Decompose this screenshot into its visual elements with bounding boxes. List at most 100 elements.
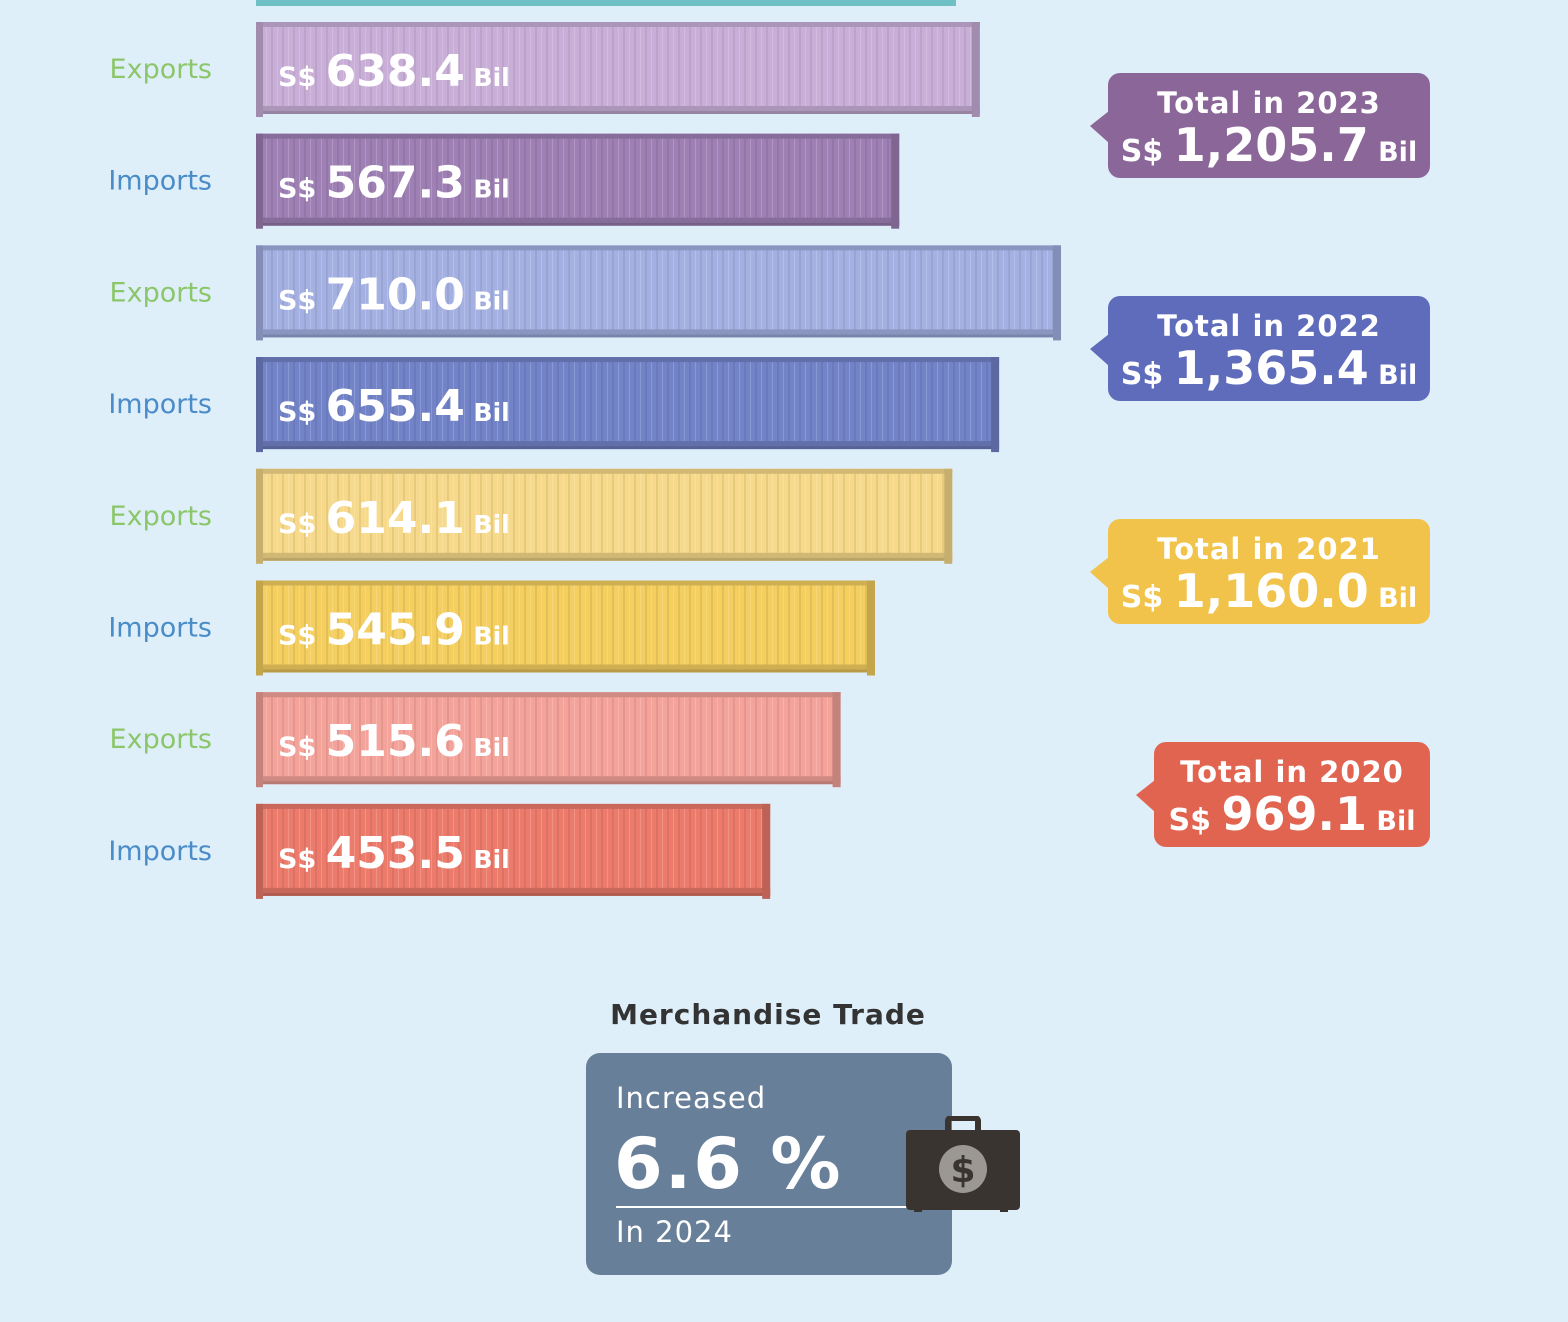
row-label-imports-2020: Imports: [108, 836, 212, 867]
row-label-imports-2022: Imports: [108, 389, 212, 420]
bar-value-label-exports-2022: S$ 710.0 Bil: [278, 269, 510, 320]
summary-card: Increased 6.6 % In 2024: [586, 1053, 952, 1275]
total-badge-bg: [1154, 742, 1430, 847]
svg-text:$: $: [950, 1150, 975, 1191]
bar-group-imports-2021: Imports S$ 545.9 Bil: [108, 580, 875, 676]
bar-group-exports-2020: Exports S$ 515.6 Bil: [110, 692, 841, 788]
bar-ribs: [256, 245, 1061, 338]
bar-base: [256, 222, 900, 226]
bar-base: [256, 446, 1000, 450]
bar-left-post: [256, 803, 263, 899]
bar-left-post: [256, 245, 263, 341]
bar-ribs: [256, 357, 1000, 450]
bars-layer: Exports S$ 638.4 Bil Imports S$ 567.3 Bil Ex…: [108, 22, 1061, 899]
row-label-exports-2022: Exports: [110, 277, 212, 308]
bar-bottom-rail: [256, 664, 875, 670]
bar-group-exports-2023: Exports S$ 638.4 Bil: [110, 22, 980, 117]
summary-heading: Merchandise Trade: [610, 998, 926, 1031]
bar-base: [256, 111, 980, 114]
bar-bottom-rail: [256, 329, 1061, 335]
briefcase-dollar-icon: $: [906, 1116, 1020, 1212]
bar-top-edge: [256, 357, 1000, 363]
bar-right-post: [866, 580, 875, 676]
bar-group-imports-2022: Imports S$ 655.4 Bil: [108, 357, 1000, 453]
bar-bottom-rail: [256, 441, 1000, 447]
row-label-exports-2020: Exports: [110, 724, 212, 755]
total-badge-title: Total in 2022: [1157, 309, 1381, 343]
bar-right-post: [971, 22, 980, 117]
bar-value-label-imports-2020: S$ 453.5 Bil: [278, 828, 510, 879]
bar-left-post: [256, 468, 263, 564]
bar-left-post: [256, 357, 263, 453]
bar-bottom-rail: [256, 106, 980, 111]
total-badge-title: Total in 2020: [1180, 755, 1404, 789]
bar-left-post: [256, 133, 263, 229]
bar-top-edge: [256, 22, 980, 27]
bar-ribs: [256, 468, 953, 561]
bar-ribs: [256, 133, 900, 226]
bar-bottom-rail: [256, 552, 953, 558]
bar-value-label-exports-2020: S$ 515.6 Bil: [278, 716, 510, 767]
total-badge-title: Total in 2021: [1157, 532, 1381, 566]
total-badge-bg: [1108, 73, 1430, 178]
bar-top-edge: [256, 468, 953, 474]
bar-right-post: [762, 803, 771, 899]
bar-bottom-rail: [256, 776, 841, 782]
bar-left-post: [256, 580, 263, 676]
bar-right-post: [1053, 245, 1061, 341]
bar-group-exports-2022: Exports S$ 710.0 Bil: [110, 245, 1061, 341]
summary-value: 6.6 %: [614, 1123, 843, 1205]
bar-base: [256, 334, 1061, 338]
total-badge-pointer: [1090, 111, 1109, 143]
trade-bar-chart: Exports S$ 638.4 Bil Imports S$ 567.3 Bil Ex…: [108, 0, 1430, 899]
bar-ribs: [256, 580, 875, 673]
summary-label: Increased: [616, 1081, 767, 1115]
bar-right-post: [832, 692, 841, 788]
bar-value-label-imports-2023: S$ 567.3 Bil: [278, 158, 510, 209]
bar-left-post: [256, 692, 263, 788]
summary-divider: [616, 1206, 916, 1208]
bar-group-imports-2023: Imports S$ 567.3 Bil: [108, 133, 900, 229]
row-label-imports-2021: Imports: [108, 613, 212, 644]
bar-top-edge: [256, 692, 841, 698]
row-label-exports-2021: Exports: [110, 501, 212, 532]
bar-value-label-exports-2023: S$ 638.4 Bil: [278, 46, 510, 97]
bar-value-label-imports-2021: S$ 545.9 Bil: [278, 605, 510, 656]
total-badge-value: S$ 1,160.0 Bil: [1121, 564, 1417, 618]
total-badge-value: S$ 1,205.7 Bil: [1121, 118, 1417, 172]
bar-top-edge: [256, 245, 1061, 251]
bar-ribs: [256, 22, 980, 114]
bar-top-edge: [256, 133, 900, 139]
total-badge-value: S$ 1,365.4 Bil: [1121, 341, 1417, 395]
bar-top-edge: [256, 580, 875, 586]
row-label-imports-2023: Imports: [108, 166, 212, 197]
bar-right-post: [991, 357, 1000, 453]
bar-base: [256, 669, 875, 673]
total-badge-title: Total in 2023: [1157, 86, 1381, 120]
total-badge-bg: [1108, 296, 1430, 401]
summary-year: In 2024: [616, 1215, 733, 1249]
row-label-exports-2023: Exports: [110, 54, 212, 85]
bar-ribs: [256, 692, 841, 785]
bar-base: [256, 781, 841, 785]
bar-base: [256, 892, 771, 896]
bar-group-exports-2021: Exports S$ 614.1 Bil: [110, 468, 953, 564]
bar-value-label-exports-2021: S$ 614.1 Bil: [278, 493, 510, 544]
bar-ribs: [256, 803, 771, 896]
bar-group-imports-2020: Imports S$ 453.5 Bil: [108, 803, 771, 899]
bar-top-edge: [256, 803, 771, 809]
bar-bottom-rail: [256, 217, 900, 223]
total-badge-pointer: [1090, 557, 1109, 589]
bar-right-post: [891, 133, 900, 229]
total-badge-value: S$ 969.1 Bil: [1169, 787, 1416, 841]
total-badge-pointer: [1136, 780, 1155, 812]
bar-base: [256, 557, 953, 561]
bar-bottom-rail: [256, 887, 771, 893]
bar-value-label-imports-2022: S$ 655.4 Bil: [278, 381, 510, 432]
bar-right-post: [944, 468, 953, 564]
